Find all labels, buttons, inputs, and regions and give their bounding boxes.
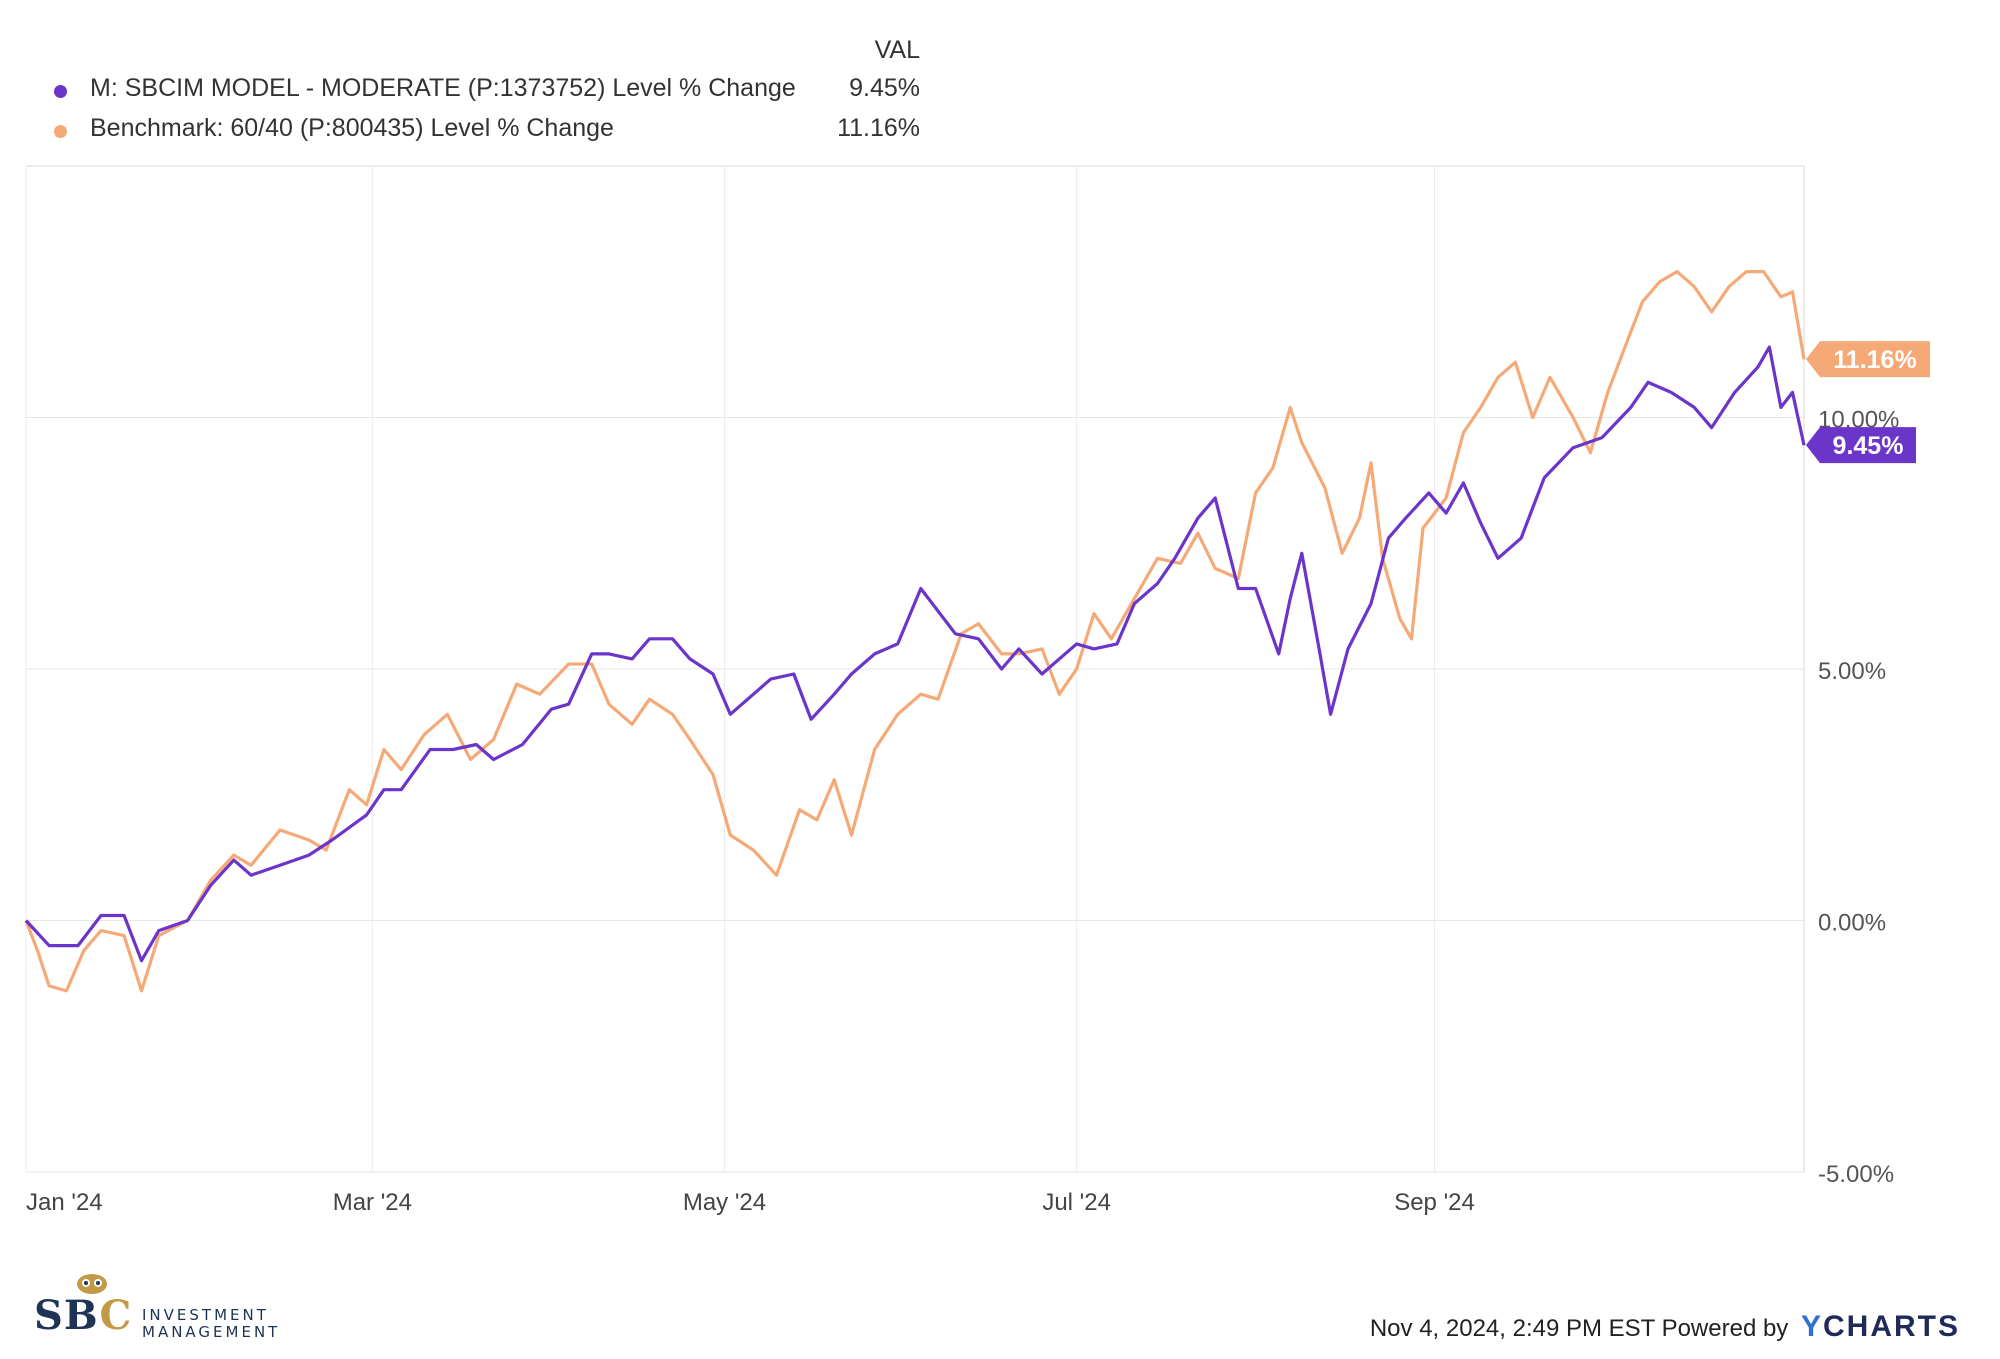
legend-item-model[interactable]: M: SBCIM MODEL - MODERATE (P:1373752) Le… [40,74,920,108]
logo-sbc: SBC [34,1292,133,1339]
logo-line-investment: INVESTMENT [142,1306,269,1324]
ycharts-logo[interactable]: YCHARTS [1800,1310,1960,1343]
legend-item-benchmark[interactable]: Benchmark: 60/40 (P:800435) Level % Chan… [40,114,920,148]
legend-label-model: M: SBCIM MODEL - MODERATE (P:1373752) Le… [90,74,796,102]
series-line-benchmark[interactable] [24,270,1806,993]
end-label-model: 9.45% [1806,427,1916,464]
x-tick-label: May '24 [683,1189,766,1216]
series-layer [24,270,1806,993]
sbc-logo: SBC INVESTMENT MANAGEMENT [34,1270,294,1341]
legend-dot-model [54,85,67,98]
x-tick-label: Sep '24 [1394,1189,1475,1216]
legend-value-model: 9.45% [849,74,920,102]
grid-lines [25,165,1805,1173]
x-tick-label: Jul '24 [1042,1189,1111,1216]
footer-timestamp: Nov 4, 2024, 2:49 PM EST [1369,1315,1655,1342]
x-tick-label: Jan '24 [26,1189,103,1216]
legend-dot-benchmark [54,125,67,138]
y-tick-label: -5.00% [1818,1161,1894,1188]
owl-crest-icon [77,1274,107,1294]
legend-label-benchmark: Benchmark: 60/40 (P:800435) Level % Chan… [90,114,614,142]
svg-text:11.16%: 11.16% [1833,346,1916,374]
y-tick-label: 0.00% [1818,910,1886,937]
footer-powered-by: Powered by [1661,1315,1789,1342]
x-tick-label: Mar '24 [333,1189,412,1216]
end-label-benchmark: 11.16% [1806,341,1930,378]
svg-text:9.45%: 9.45% [1833,432,1904,460]
footer: Nov 4, 2024, 2:49 PM EST Powered by YCHA… [1370,1310,1960,1344]
series-line-model[interactable] [24,345,1806,963]
end-labels: 9.45% 11.16% [1806,341,1930,464]
logo-line-management: MANAGEMENT [142,1323,281,1341]
axes: 10.00%5.00%0.00%-5.00%Jan '24 Mar '24 May … [26,407,1899,1217]
legend-header: VAL [874,36,920,64]
legend-value-benchmark: 11.16% [837,114,920,142]
y-tick-label: 5.00% [1818,658,1886,685]
